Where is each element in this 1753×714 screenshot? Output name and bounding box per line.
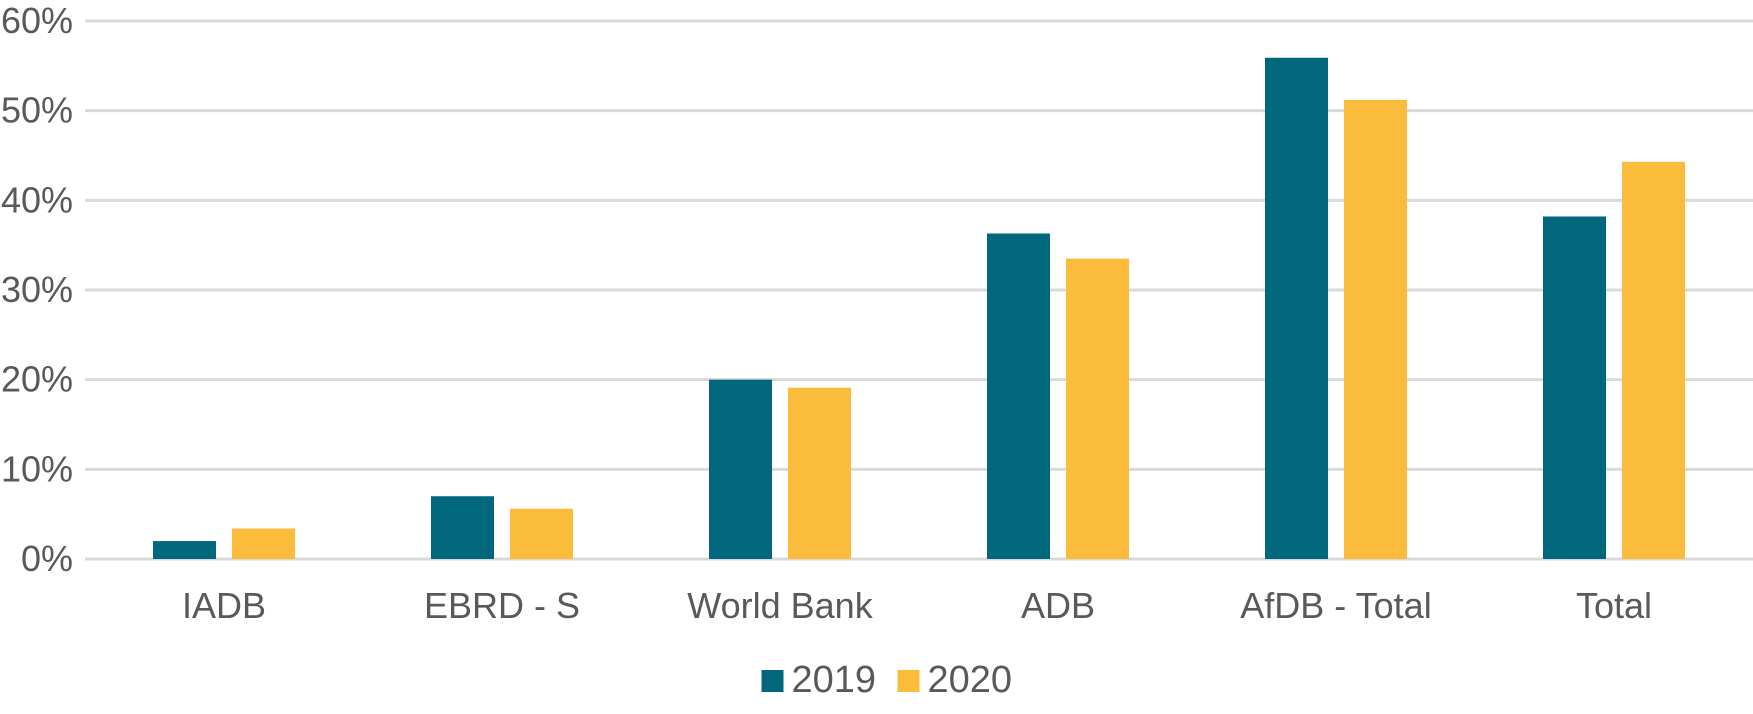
bar-2019-total [1543, 216, 1606, 559]
legend: 2019 2020 [761, 659, 1013, 701]
bar-2019-ebrd-s [431, 496, 494, 559]
y-axis-ticks: 0% 10% 20% 30% 40% 50% 60% [1, 0, 73, 579]
bar-2020-total [1622, 161, 1685, 559]
y-tick-label: 60% [1, 0, 73, 41]
x-category-label: ADB [1021, 585, 1095, 626]
gridlines [85, 19, 1753, 561]
bars [153, 57, 1685, 559]
bar-2020-afdb-total [1344, 99, 1407, 559]
y-tick-label: 0% [21, 538, 73, 579]
x-category-label: EBRD - S [424, 585, 580, 626]
y-tick-label: 50% [1, 90, 73, 131]
bar-2020-ebrd-s [510, 508, 573, 559]
y-tick-label: 20% [1, 359, 73, 400]
bar-2019-world-bank [709, 379, 772, 559]
x-category-label: Total [1576, 585, 1652, 626]
bar-2020-iadb [232, 528, 295, 559]
legend-swatch-2019 [761, 670, 784, 692]
legend-label-2020: 2020 [928, 659, 1013, 701]
y-tick-label: 40% [1, 179, 73, 220]
x-category-label: World Bank [687, 585, 873, 626]
x-category-label: AfDB - Total [1240, 585, 1431, 626]
y-tick-label: 30% [1, 269, 73, 310]
legend-label-2019: 2019 [792, 659, 877, 701]
y-tick-label: 10% [1, 448, 73, 489]
bar-2019-iadb [153, 541, 216, 559]
bar-2019-afdb-total [1265, 57, 1328, 559]
x-category-label: IADB [182, 585, 266, 626]
bar-2019-adb [987, 233, 1050, 559]
bar-2020-adb [1066, 258, 1129, 559]
bar-2020-world-bank [788, 387, 851, 559]
legend-swatch-2020 [897, 670, 920, 692]
x-axis-labels: IADB EBRD - S World Bank ADB AfDB - Total Tot… [182, 585, 1652, 626]
